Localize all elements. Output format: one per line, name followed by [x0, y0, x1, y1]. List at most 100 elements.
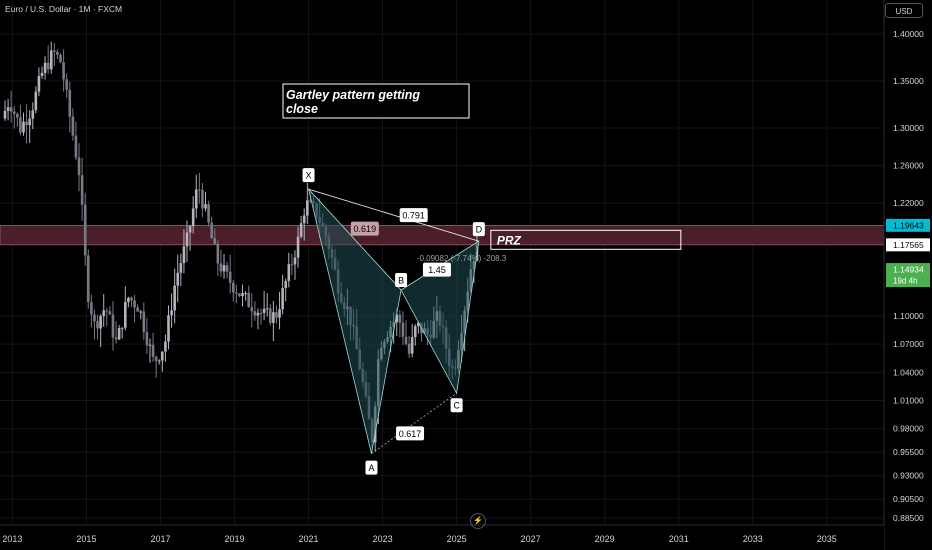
point-label-c: C	[453, 401, 460, 411]
candle-body	[185, 232, 189, 247]
candle-body	[244, 292, 247, 294]
candle-body	[56, 51, 59, 55]
candle-body	[53, 50, 56, 52]
candle-body	[3, 110, 7, 119]
year-tick-label: 2013	[2, 534, 22, 544]
candle-body	[6, 107, 10, 111]
candle-body	[120, 327, 124, 329]
point-label-box	[395, 273, 408, 288]
candle-body	[19, 117, 22, 133]
symbol-title: Euro / U.S. Dollar · 1M · FXCM	[5, 4, 123, 14]
candle-body	[71, 116, 75, 136]
candle-body	[167, 315, 170, 342]
candle-body	[401, 322, 405, 337]
candle-body	[151, 344, 155, 357]
prz-box: PRZ	[490, 229, 682, 250]
candle-body	[65, 79, 68, 90]
candle-body	[299, 223, 303, 237]
time-axis[interactable]: 2013 2015 2017 2019 2021 2023 2025 2027 2029 2031…	[0, 524, 884, 550]
candle-body	[210, 222, 213, 239]
ratio-line-xd	[308, 188, 479, 242]
candle-body	[28, 118, 31, 126]
price-tick-label: 1.01000	[893, 396, 924, 406]
year-tick-label: 2017	[150, 534, 170, 544]
price-tick-label: 1.07000	[893, 339, 924, 349]
candle-body	[306, 200, 309, 216]
candle-body	[293, 257, 297, 265]
candle-body	[102, 310, 106, 316]
candle-body	[259, 312, 263, 314]
candle-body	[99, 315, 102, 329]
candle-body	[278, 309, 281, 318]
candle-body	[247, 292, 250, 308]
candle-body	[170, 310, 173, 316]
candle-body	[198, 189, 201, 191]
candle-body	[410, 337, 414, 354]
candle-body	[139, 311, 143, 313]
candle-body	[241, 293, 244, 297]
candle-body	[154, 356, 158, 362]
candle-body	[253, 311, 257, 316]
candle-body	[16, 113, 19, 118]
candle-body	[133, 300, 136, 308]
candle-body	[37, 75, 41, 92]
candle-body	[207, 204, 210, 223]
price-tick-label: 1.26000	[893, 161, 924, 171]
candle-body	[417, 322, 420, 327]
candle-body	[262, 308, 266, 313]
ratio-label-box	[350, 221, 379, 236]
price-tick-label: 1.22000	[893, 198, 924, 208]
ratio-label: 0.791	[402, 211, 425, 221]
candle-body	[290, 264, 294, 266]
harmonic-pattern: X A B C D 0.791 0.619 1.45 0.617 -0.09082 (-7.74%…	[302, 168, 507, 475]
candle-body	[407, 343, 411, 354]
ratio-label-box	[422, 262, 451, 277]
candle-body	[161, 351, 164, 361]
candle-body	[117, 328, 121, 340]
candle-body	[216, 243, 220, 264]
candle-body	[284, 281, 288, 289]
annotation-line-2: close	[286, 102, 318, 116]
candle-body	[164, 341, 167, 352]
candle-body	[25, 121, 28, 126]
price-tick-label: 0.93000	[893, 471, 924, 481]
candle-body	[395, 314, 399, 323]
chart-grid	[0, 0, 884, 525]
price-tick-label: 1.10000	[893, 311, 924, 321]
price-badge-prz-bottom-bg	[886, 238, 930, 252]
price-tick-label: 1.35000	[893, 76, 924, 86]
projection-note: -0.09082 (-7.74%) -208.3	[417, 254, 507, 263]
point-label-x: X	[306, 171, 312, 181]
candle-body	[179, 263, 183, 273]
year-tick-label: 2035	[817, 534, 837, 544]
year-tick-label: 2033	[743, 534, 763, 544]
price-tick-label: 1.30000	[893, 123, 924, 133]
candle-body	[398, 314, 402, 323]
candle-body	[235, 292, 238, 294]
candle-body	[86, 255, 90, 303]
candle-body	[250, 307, 254, 312]
candle-body	[213, 238, 217, 244]
candle-body	[83, 204, 87, 256]
currency-button[interactable]: USD	[885, 3, 923, 18]
candle-body	[145, 331, 149, 346]
tradingview-logo-icon[interactable]: ⚡	[470, 513, 486, 529]
candle-body	[90, 302, 93, 315]
ratio-label: 0.619	[354, 224, 377, 234]
candle-body	[204, 204, 207, 209]
year-tick-label: 2015	[76, 534, 96, 544]
point-label-d: D	[476, 225, 483, 235]
candle-body	[413, 326, 417, 338]
candle-body	[130, 297, 133, 301]
candle-body	[31, 110, 35, 119]
point-label-box	[302, 168, 315, 183]
price-badge-prz-top: 1.19643	[893, 220, 924, 230]
year-tick-label: 2031	[669, 534, 689, 544]
candle-body	[265, 308, 269, 310]
candle-body	[268, 308, 272, 323]
candle-body	[46, 62, 50, 70]
candle-body	[228, 271, 232, 283]
price-axis[interactable]: 1.40000 1.35000 1.30000 1.26000 1.22000 1.100…	[883, 0, 932, 550]
candle-body	[127, 297, 130, 302]
